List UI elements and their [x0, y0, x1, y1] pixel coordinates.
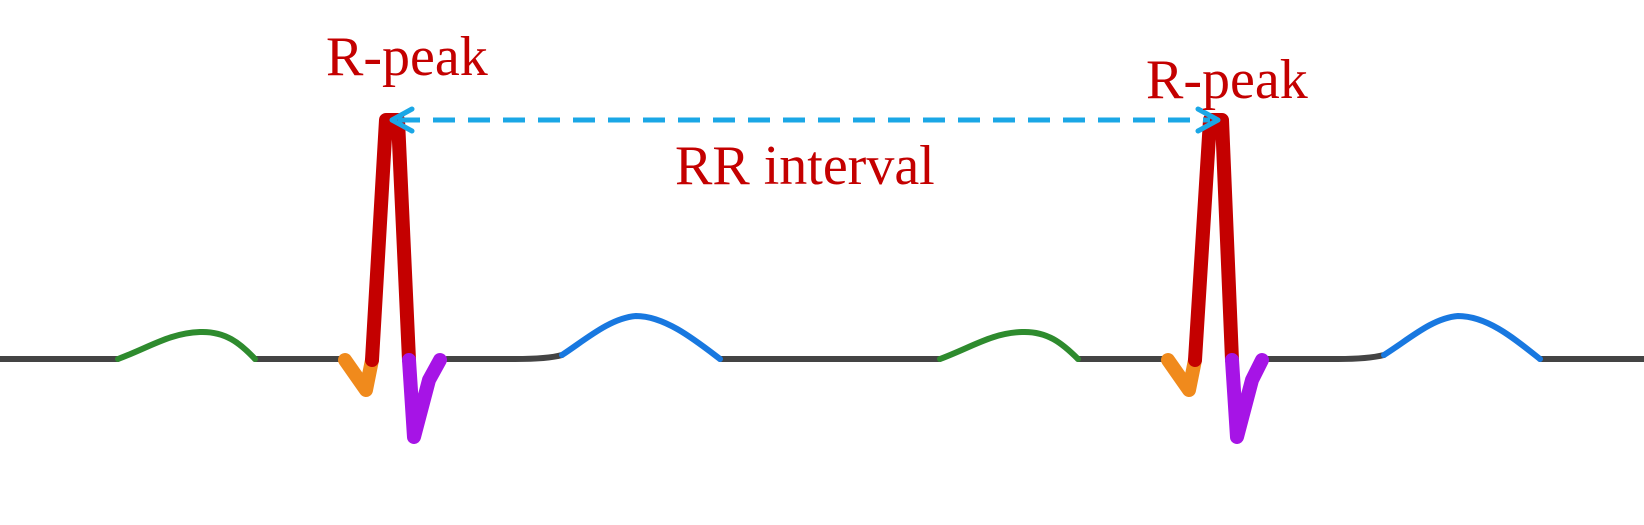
p-wave: [937, 328, 1081, 362]
arrowhead-right: [1195, 106, 1221, 134]
s-wave: [1225, 353, 1269, 444]
baseline: [0, 352, 1644, 362]
p-wave: [115, 328, 258, 362]
r-wave: [365, 113, 416, 367]
r-peak-label-left: R-peak: [326, 26, 488, 88]
q-wave: [1161, 353, 1202, 397]
rr-interval-arrow: [389, 106, 1221, 134]
heartbeat-1: [115, 113, 723, 444]
arrowhead-left: [389, 106, 415, 134]
t-wave: [559, 313, 723, 362]
baseline-segment: [444, 352, 565, 362]
t-wave: [1381, 313, 1543, 362]
heartbeat-2: [937, 113, 1543, 444]
baseline-segment: [1265, 352, 1387, 362]
s-wave: [402, 353, 447, 444]
q-wave: [338, 353, 379, 397]
rr-interval-label: RR interval: [675, 135, 935, 197]
r-peak-label-right: R-peak: [1146, 49, 1308, 111]
r-wave: [1188, 113, 1239, 367]
